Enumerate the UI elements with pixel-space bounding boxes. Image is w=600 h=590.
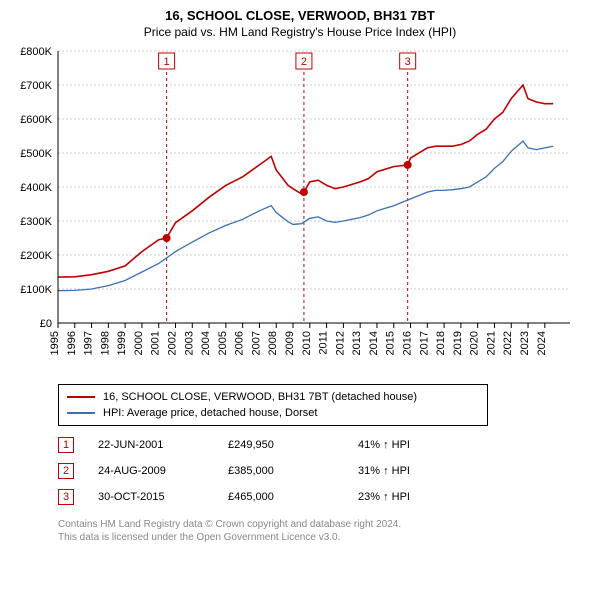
legend-item: 16, SCHOOL CLOSE, VERWOOD, BH31 7BT (det… [67,389,479,405]
svg-text:2019: 2019 [452,331,464,355]
transaction-pct: 23% ↑ HPI [358,491,488,503]
transaction-date: 22-JUN-2001 [98,439,228,451]
marker-box-icon: 1 [58,437,74,453]
chart-plot-area: £0 £100K £200K £300K £400K £500K £600K £700K £80… [10,43,590,378]
footer-attribution: Contains HM Land Registry data © Crown c… [58,518,590,544]
svg-text:2000: 2000 [133,331,145,355]
svg-text:1999: 1999 [116,331,128,355]
legend-item: HPI: Average price, detached house, Dors… [67,405,479,421]
transaction-row: 1 22-JUN-2001 £249,950 41% ↑ HPI [58,432,548,458]
svg-text:2015: 2015 [385,331,397,355]
legend-label: HPI: Average price, detached house, Dors… [103,407,317,419]
svg-text:£200K: £200K [20,250,52,262]
svg-text:£500K: £500K [20,148,52,160]
svg-text:2010: 2010 [301,331,313,355]
svg-text:£400K: £400K [20,182,52,194]
svg-text:1997: 1997 [83,331,95,355]
title-block: 16, SCHOOL CLOSE, VERWOOD, BH31 7BT Pric… [10,8,590,39]
svg-text:£800K: £800K [20,46,52,58]
svg-text:2: 2 [301,56,307,68]
chart-title: 16, SCHOOL CLOSE, VERWOOD, BH31 7BT [10,8,590,23]
legend-label: 16, SCHOOL CLOSE, VERWOOD, BH31 7BT (det… [103,391,417,403]
transaction-price: £249,950 [228,439,358,451]
svg-text:2018: 2018 [435,331,447,355]
svg-text:2017: 2017 [418,331,430,355]
svg-text:£700K: £700K [20,80,52,92]
transaction-table: 1 22-JUN-2001 £249,950 41% ↑ HPI 2 24-AU… [58,432,548,510]
svg-text:1995: 1995 [49,331,61,355]
chart-subtitle: Price paid vs. HM Land Registry's House … [10,25,590,39]
svg-text:£0: £0 [40,318,52,330]
svg-text:£600K: £600K [20,114,52,126]
transaction-row: 3 30-OCT-2015 £465,000 23% ↑ HPI [58,484,548,510]
svg-text:2001: 2001 [150,331,162,355]
svg-text:2002: 2002 [167,331,179,355]
svg-text:2006: 2006 [234,331,246,355]
svg-text:2024: 2024 [536,331,548,355]
transaction-pct: 41% ↑ HPI [358,439,488,451]
chart-container: 16, SCHOOL CLOSE, VERWOOD, BH31 7BT Pric… [0,0,600,554]
svg-text:2022: 2022 [502,331,514,355]
svg-text:2021: 2021 [485,331,497,355]
transaction-date: 30-OCT-2015 [98,491,228,503]
marker-box-icon: 3 [58,489,74,505]
transaction-date: 24-AUG-2009 [98,465,228,477]
svg-text:1998: 1998 [99,331,111,355]
chart-svg: £0 £100K £200K £300K £400K £500K £600K £700K £80… [10,43,580,373]
svg-text:3: 3 [405,56,411,68]
svg-text:2009: 2009 [284,331,296,355]
legend-swatch [67,396,95,398]
legend-swatch [67,412,95,414]
svg-text:£300K: £300K [20,216,52,228]
svg-text:2008: 2008 [267,331,279,355]
footer-line: This data is licensed under the Open Gov… [58,531,590,544]
svg-text:2005: 2005 [217,331,229,355]
marker-box-icon: 2 [58,463,74,479]
transaction-row: 2 24-AUG-2009 £385,000 31% ↑ HPI [58,458,548,484]
svg-text:2004: 2004 [200,331,212,355]
svg-text:2020: 2020 [469,331,481,355]
svg-text:2016: 2016 [402,331,414,355]
transaction-price: £465,000 [228,491,358,503]
svg-text:£100K: £100K [20,284,52,296]
svg-text:2012: 2012 [334,331,346,355]
transaction-price: £385,000 [228,465,358,477]
svg-text:2011: 2011 [318,331,330,355]
svg-text:2014: 2014 [368,331,380,355]
svg-text:2013: 2013 [351,331,363,355]
svg-text:2007: 2007 [250,331,262,355]
footer-line: Contains HM Land Registry data © Crown c… [58,518,590,531]
svg-text:1996: 1996 [66,331,78,355]
svg-text:1: 1 [164,56,170,68]
transaction-pct: 31% ↑ HPI [358,465,488,477]
svg-text:2003: 2003 [183,331,195,355]
svg-text:2023: 2023 [519,331,531,355]
legend: 16, SCHOOL CLOSE, VERWOOD, BH31 7BT (det… [58,384,488,426]
